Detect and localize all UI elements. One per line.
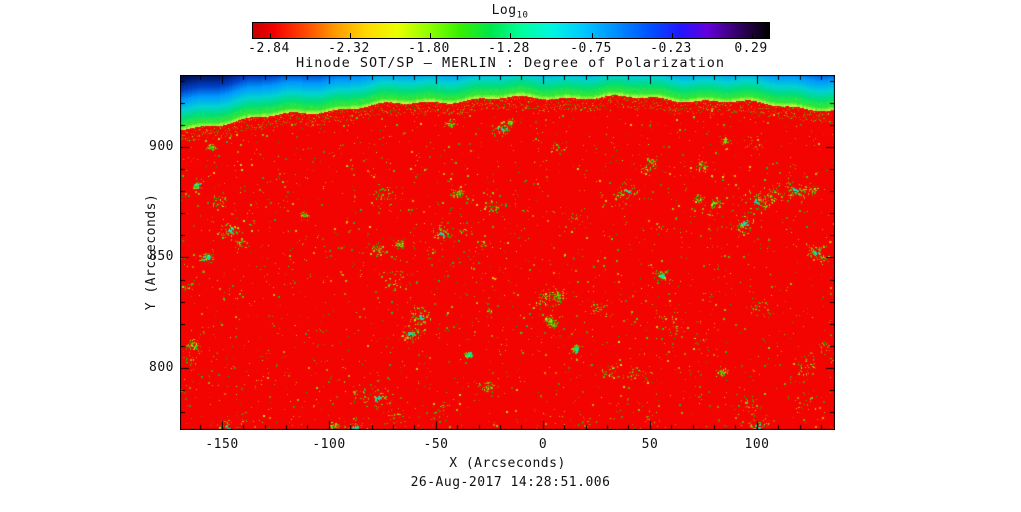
colorbar-tick-label: -0.75 <box>570 41 612 56</box>
colorbar-tick <box>270 33 271 38</box>
colorbar-tick-labels: -2.84 -2.32 -1.80 -1.28 -0.75 -0.23 0.29 <box>248 41 768 57</box>
x-tick-label: 100 <box>744 437 770 452</box>
colorbar-tick <box>350 33 351 38</box>
colorbar-tick <box>672 33 673 38</box>
x-tick-label: -100 <box>312 437 346 452</box>
y-tick-label: 850 <box>149 249 174 264</box>
x-axis-label: X (Arcseconds) <box>449 456 566 471</box>
timestamp-caption: 26-Aug-2017 14:28:51.006 <box>410 475 611 490</box>
y-tick-label: 900 <box>149 139 174 154</box>
x-tick-label: -150 <box>205 437 239 452</box>
heatmap-canvas <box>180 75 835 430</box>
chart-title: Hinode SOT/SP — MERLIN : Degree of Polar… <box>295 55 725 71</box>
colorbar-tick-label: -0.23 <box>650 41 692 56</box>
colorbar-tick-label: -2.84 <box>248 41 290 56</box>
y-tick-label: 800 <box>149 360 174 375</box>
colorbar-tick-label: -2.32 <box>328 41 370 56</box>
colorbar-tick <box>510 33 511 38</box>
colorbar-tick-label: -1.80 <box>408 41 450 56</box>
colorbar-tick-label: 0.29 <box>734 41 768 56</box>
x-tick-label: -50 <box>423 437 449 452</box>
colorbar-tick <box>592 33 593 38</box>
colorbar-tick-label: -1.28 <box>488 41 530 56</box>
colorbar <box>252 22 770 39</box>
colorbar-title-main: Log <box>491 3 517 18</box>
x-tick-labels: -150 -100 -50 0 50 100 <box>180 437 835 453</box>
colorbar-tick <box>430 33 431 38</box>
colorbar-title: Log10 <box>252 3 768 21</box>
x-tick-label: 50 <box>641 437 659 452</box>
x-tick-label: 0 <box>538 437 548 452</box>
colorbar-title-sub: 10 <box>516 10 529 21</box>
colorbar-tick <box>752 33 753 38</box>
y-tick-labels: 800 850 900 <box>104 75 174 430</box>
